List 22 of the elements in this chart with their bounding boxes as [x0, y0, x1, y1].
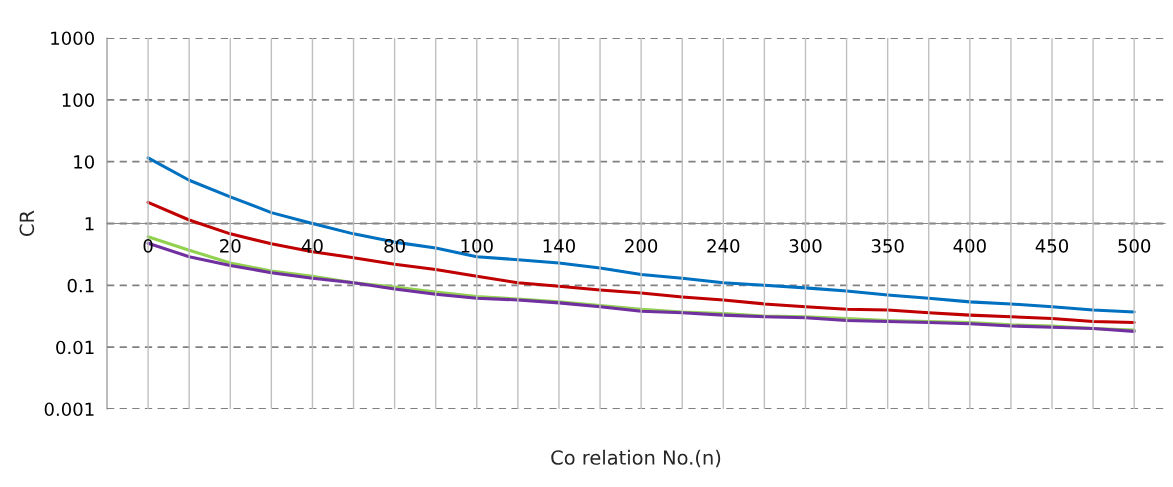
x-tick-label: 0	[143, 239, 153, 253]
y-tick-label: 0.001	[44, 402, 94, 417]
x-tick-label: 350	[871, 239, 904, 253]
x-tick-label: 40	[301, 239, 323, 253]
x-axis-title: Co relation No.(n)	[551, 449, 721, 468]
y-tick-label: 0.1	[67, 278, 94, 293]
x-tick-label: 400	[953, 239, 986, 253]
x-tick-label: 300	[789, 239, 822, 253]
y-tick-label: 1000	[51, 31, 94, 46]
y-tick-label: 1	[85, 217, 94, 231]
y-tick-label: 0.01	[56, 340, 94, 355]
x-tick-label: 240	[707, 239, 740, 253]
y-axis-title: CR	[19, 210, 35, 236]
x-tick-label: 200	[625, 239, 658, 253]
x-tick-label: 20	[220, 239, 241, 253]
x-tick-label: 140	[543, 239, 575, 253]
y-tick-label: 10	[74, 155, 94, 169]
x-tick-label: 80	[384, 239, 405, 253]
x-tick-label: 450	[1035, 239, 1069, 253]
x-tick-label: 100	[461, 239, 493, 253]
x-tick-label: 500	[1118, 239, 1151, 253]
y-tick-label: 100	[62, 93, 94, 107]
